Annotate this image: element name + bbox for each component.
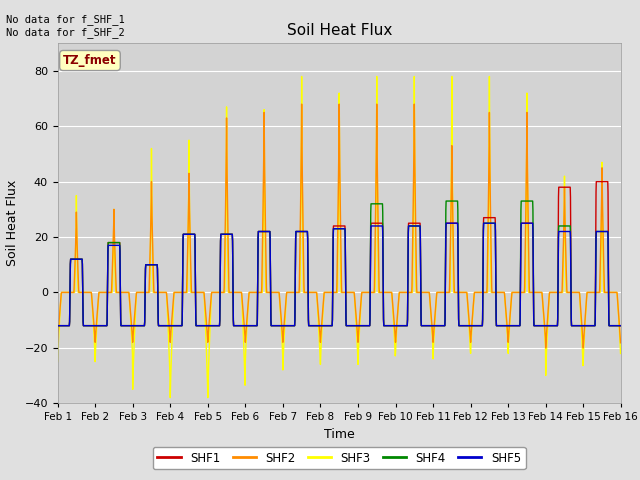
Y-axis label: Soil Heat Flux: Soil Heat Flux: [6, 180, 19, 266]
Text: No data for f_SHF_1
No data for f_SHF_2: No data for f_SHF_1 No data for f_SHF_2: [6, 14, 125, 38]
X-axis label: Time: Time: [324, 428, 355, 441]
Title: Soil Heat Flux: Soil Heat Flux: [287, 23, 392, 38]
Legend: SHF1, SHF2, SHF3, SHF4, SHF5: SHF1, SHF2, SHF3, SHF4, SHF5: [153, 447, 525, 469]
Text: TZ_fmet: TZ_fmet: [63, 54, 116, 67]
